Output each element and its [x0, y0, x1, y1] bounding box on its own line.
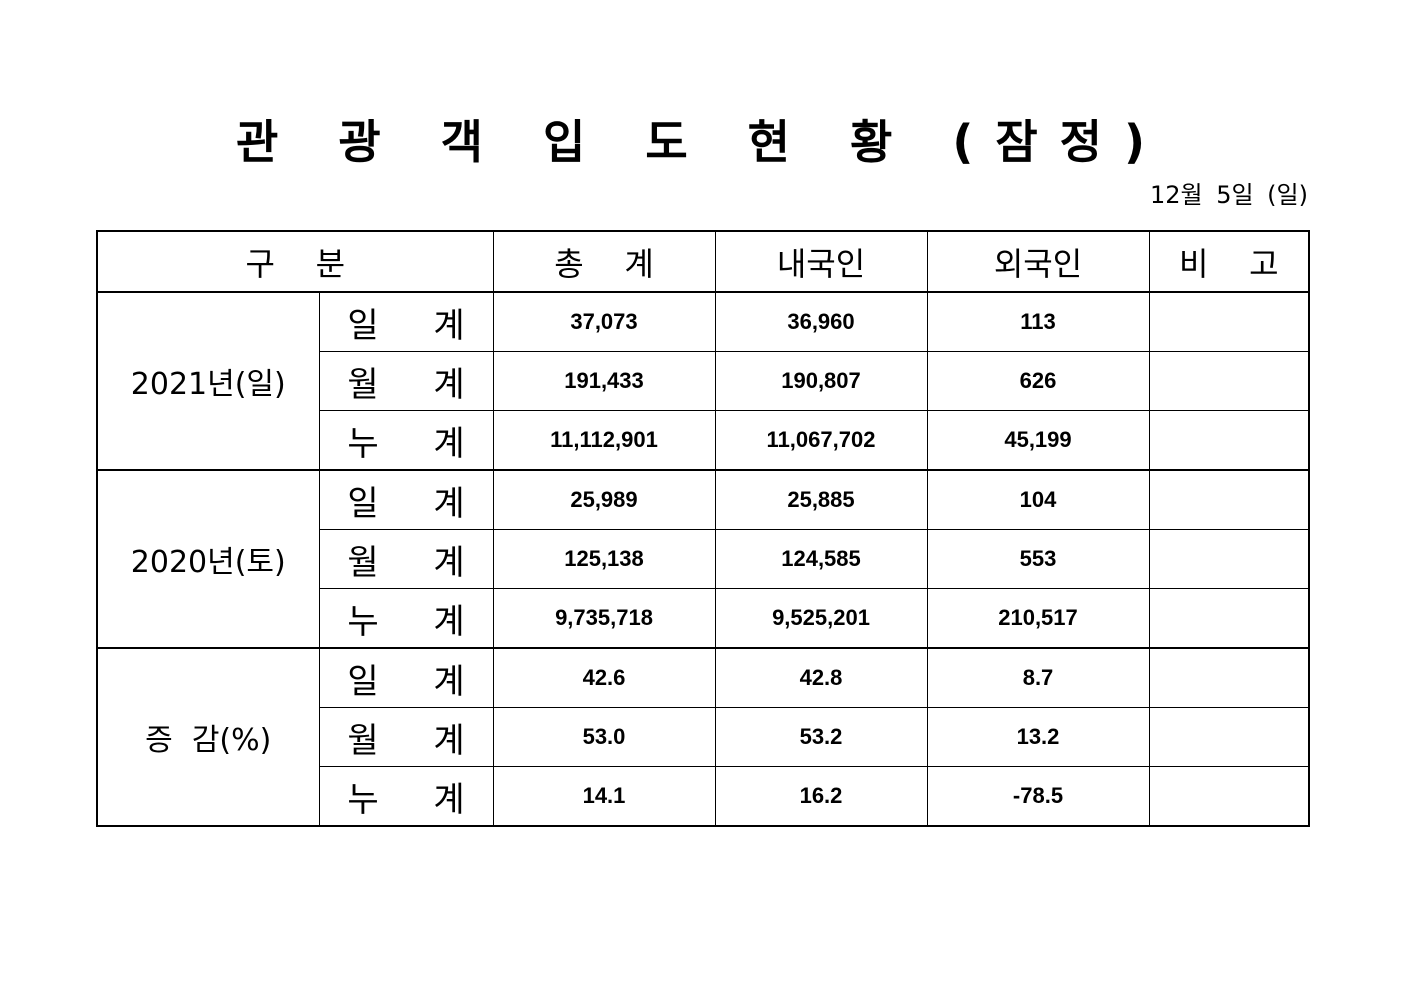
foreign-cell: -78.5 — [926, 766, 1150, 827]
total-cell: 191,433 — [492, 351, 716, 411]
group-label: 2021년(일) — [96, 291, 320, 471]
header-total: 총 계 — [492, 230, 716, 293]
total-cell: 9,735,718 — [492, 588, 716, 649]
foreign-cell: 210,517 — [926, 588, 1150, 649]
foreign-cell: 8.7 — [926, 647, 1150, 708]
sub-label: 월 계 — [318, 351, 494, 411]
table-row: 2020년(토) 일 계 25,989 25,885 104 — [96, 469, 1310, 649]
sub-label: 월 계 — [318, 529, 494, 589]
note-cell — [1148, 647, 1310, 708]
foreign-cell: 13.2 — [926, 707, 1150, 767]
foreign-cell: 553 — [926, 529, 1150, 589]
sub-label: 누 계 — [318, 588, 494, 649]
report-date: 12월 5일 (일) — [1149, 181, 1308, 209]
domestic-cell: 9,525,201 — [714, 588, 928, 649]
sub-label: 일 계 — [318, 647, 494, 708]
total-cell: 37,073 — [492, 291, 716, 352]
foreign-cell: 104 — [926, 469, 1150, 530]
table-row: 누 계 11,112,901 11,067,702 45,199 — [97, 410, 1310, 471]
domestic-cell: 53.2 — [714, 707, 928, 767]
sub-label: 누 계 — [318, 410, 494, 471]
table-row: 증 감(%) 일 계 42.6 42.8 8.7 — [96, 647, 1310, 827]
foreign-cell: 626 — [926, 351, 1150, 411]
header-foreign: 외국인 — [926, 230, 1150, 293]
domestic-cell: 11,067,702 — [714, 410, 928, 471]
group-label: 2020년(토) — [96, 469, 320, 649]
note-cell — [1148, 291, 1310, 352]
table-row: 2021년(일) 일 계 37,073 36,960 113 — [96, 291, 1310, 471]
document-title: 관 광 객 입 도 현 황 (잠정) — [235, 115, 1168, 169]
total-cell: 14.1 — [492, 766, 716, 827]
header-category: 구 분 — [96, 230, 494, 293]
note-cell — [1148, 588, 1310, 649]
header-row: 구 분 총 계 내국인 외국인 비 고 — [96, 230, 1310, 293]
table-row: 월 계 53.0 53.2 13.2 — [97, 707, 1310, 767]
foreign-cell: 45,199 — [926, 410, 1150, 471]
tourist-arrivals-table: 구 분 총 계 내국인 외국인 비 고 2021년(일) 일 계 37,073 36,… — [96, 230, 1310, 827]
domestic-cell: 124,585 — [714, 529, 928, 589]
group-label: 증 감(%) — [96, 647, 320, 827]
header-domestic: 내국인 — [714, 230, 928, 293]
table-row: 누 계 9,735,718 9,525,201 210,517 — [97, 588, 1310, 649]
header-note: 비 고 — [1148, 230, 1310, 293]
total-cell: 25,989 — [492, 469, 716, 530]
domestic-cell: 190,807 — [714, 351, 928, 411]
sub-label: 월 계 — [318, 707, 494, 767]
note-cell — [1148, 469, 1310, 530]
domestic-cell: 42.8 — [714, 647, 928, 708]
sub-label: 누 계 — [318, 766, 494, 827]
total-cell: 42.6 — [492, 647, 716, 708]
note-cell — [1148, 766, 1310, 827]
total-cell: 53.0 — [492, 707, 716, 767]
sub-label: 일 계 — [318, 469, 494, 530]
foreign-cell: 113 — [926, 291, 1150, 352]
note-cell — [1148, 529, 1310, 589]
sub-label: 일 계 — [318, 291, 494, 352]
table-row: 월 계 191,433 190,807 626 — [97, 351, 1310, 411]
note-cell — [1148, 351, 1310, 411]
table-row: 누 계 14.1 16.2 -78.5 — [97, 766, 1310, 827]
domestic-cell: 36,960 — [714, 291, 928, 352]
domestic-cell: 16.2 — [714, 766, 928, 827]
table-row: 월 계 125,138 124,585 553 — [97, 529, 1310, 589]
note-cell — [1148, 410, 1310, 471]
total-cell: 125,138 — [492, 529, 716, 589]
total-cell: 11,112,901 — [492, 410, 716, 471]
note-cell — [1148, 707, 1310, 767]
domestic-cell: 25,885 — [714, 469, 928, 530]
